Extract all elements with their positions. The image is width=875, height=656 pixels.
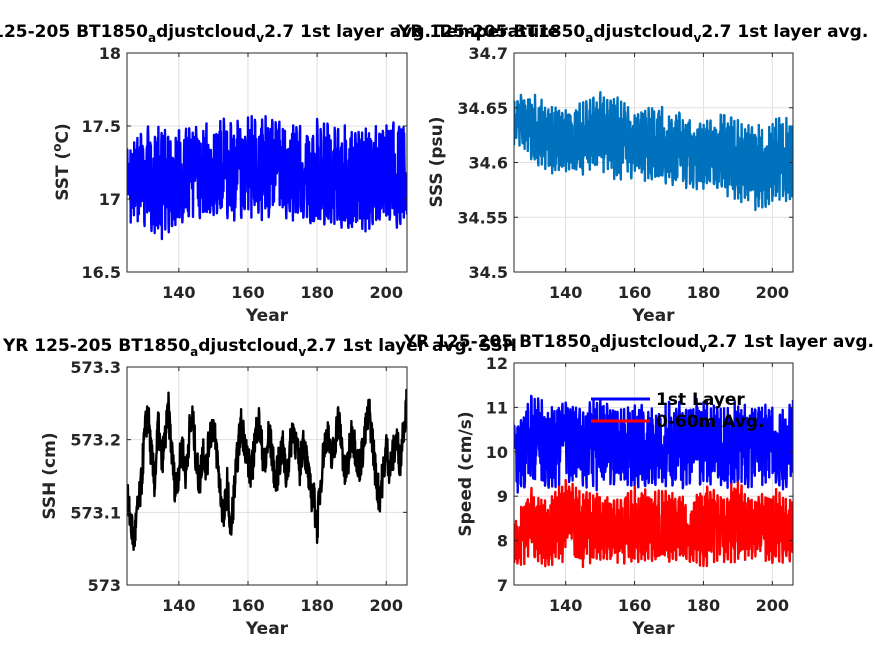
chart-title-part: YR 125-205 BT1850 — [0, 22, 148, 42]
chart-title-part: v — [694, 31, 702, 45]
x-axis-label: Year — [245, 619, 289, 639]
chart-title-part: v — [298, 345, 306, 359]
y-tick-label: 34.55 — [457, 208, 508, 227]
y-tick-label: 573.2 — [70, 431, 121, 450]
x-tick-label: 160 — [618, 596, 651, 615]
y-tick-label: 17 — [99, 190, 121, 209]
axes-frame — [126, 52, 408, 273]
chart-title-part: a — [148, 31, 156, 45]
x-tick-label: 200 — [370, 283, 403, 302]
axes-frame — [513, 362, 794, 586]
x-tick-label: 140 — [162, 283, 195, 302]
x-tick-label: 160 — [231, 283, 264, 302]
chart-panel-3: 140 160 180 200 573 573.1 573.2 573.3 Year SSH (c… — [2, 336, 517, 639]
legend-label: 1st Layer — [656, 390, 745, 410]
y-axis-label-superscript: o — [50, 143, 64, 151]
y-tick-label: 34.7 — [469, 44, 508, 63]
chart-title-part: 2.7 1st layer avg. Sa — [701, 22, 875, 42]
x-axis-label: Year — [245, 306, 289, 326]
x-tick-label: 180 — [687, 596, 720, 615]
legend-label: 0-60m Avg. — [656, 412, 764, 432]
x-tick-label: 160 — [618, 283, 651, 302]
chart-title-part: a — [190, 345, 198, 359]
chart-title-part: YR 125-205 BT1850 — [403, 332, 591, 352]
y-tick-label: 573.3 — [70, 358, 121, 377]
y-tick-label: 17.5 — [82, 117, 121, 136]
y-tick-label: 34.6 — [469, 154, 508, 173]
chart-title-part: djustcloud — [599, 332, 699, 352]
y-axis-label: Speed (cm/s) — [456, 411, 476, 536]
series-line-1st-layer — [514, 394, 793, 494]
x-tick-label: 140 — [162, 596, 195, 615]
y-tick-label: 8 — [497, 532, 508, 551]
y-tick-label: 11 — [486, 398, 508, 417]
y-tick-label: 573.1 — [70, 503, 121, 522]
chart-panel-2: 140 160 180 200 34.5 34.55 34.6 34.65 34.7 Year SS… — [397, 22, 875, 326]
chart-panel-4: 140 160 180 200 7 8 9 10 11 12 Year Speed (cm/s) YR … — [403, 332, 875, 639]
y-axis-label-text: SST ( — [53, 152, 73, 201]
series-line-1 — [127, 388, 407, 551]
x-tick-label: 180 — [687, 283, 720, 302]
chart-title: YR 125-205 BT1850adjustcloudv2.7 1st lay… — [0, 22, 559, 45]
chart-title-part: 2.7 1st layer avg. S — [707, 332, 875, 352]
y-tick-label: 34.5 — [469, 263, 508, 282]
x-tick-label: 180 — [300, 596, 333, 615]
chart-panel-1: 140 160 180 200 16.5 17 17.5 18 Year SST (oC) YR 1… — [0, 22, 559, 326]
y-axis-label: SSS (psu) — [427, 116, 447, 207]
chart-title-part: 2.7 1st layer avg. SSH — [306, 336, 517, 356]
chart-title: YR 125-205 BT1850adjustcloudv2.7 1st lay… — [403, 332, 875, 355]
chart-title-part: YR 125-205 BT1850 — [2, 336, 190, 356]
y-tick-label: 12 — [486, 354, 508, 373]
y-axis-label: SST (oC) — [50, 123, 73, 201]
chart-title-part: djustcloud — [593, 22, 693, 42]
chart-title-part: v — [256, 31, 264, 45]
chart-title-part: a — [585, 31, 593, 45]
y-tick-label: 10 — [486, 443, 508, 462]
series-line-0-60m-avg- — [514, 478, 793, 569]
x-tick-label: 140 — [549, 596, 582, 615]
y-tick-label: 16.5 — [82, 263, 121, 282]
chart-title-part: 2.7 1st layer avg. Temperature — [264, 22, 559, 42]
x-tick-label: 180 — [300, 283, 333, 302]
chart-title-part: a — [591, 341, 599, 355]
series-line-1 — [127, 115, 407, 241]
chart-title-part: v — [699, 341, 707, 355]
chart-title-part: YR 125-205 BT1850 — [397, 22, 585, 42]
chart-title: YR 125-205 BT1850adjustcloudv2.7 1st lay… — [397, 22, 875, 45]
x-tick-label: 200 — [756, 596, 789, 615]
chart-title: YR 125-205 BT1850adjustcloudv2.7 1st lay… — [2, 336, 517, 359]
x-tick-label: 140 — [549, 283, 582, 302]
series-line-1 — [514, 91, 793, 212]
x-axis-label: Year — [631, 306, 675, 326]
axes-frame — [126, 366, 408, 586]
y-tick-label: 573 — [88, 576, 121, 595]
chart-title-part: djustcloud — [198, 336, 298, 356]
y-axis-label: SSH (cm) — [40, 432, 60, 519]
y-axis-label-unit: C) — [53, 123, 73, 143]
y-tick-label: 34.65 — [457, 99, 508, 118]
x-tick-label: 200 — [370, 596, 403, 615]
chart-title-part: djustcloud — [156, 22, 256, 42]
y-tick-label: 18 — [99, 44, 121, 63]
y-tick-label: 7 — [497, 576, 508, 595]
y-tick-label: 9 — [497, 487, 508, 506]
x-tick-label: 200 — [756, 283, 789, 302]
x-tick-label: 160 — [231, 596, 264, 615]
x-axis-label: Year — [631, 619, 675, 639]
